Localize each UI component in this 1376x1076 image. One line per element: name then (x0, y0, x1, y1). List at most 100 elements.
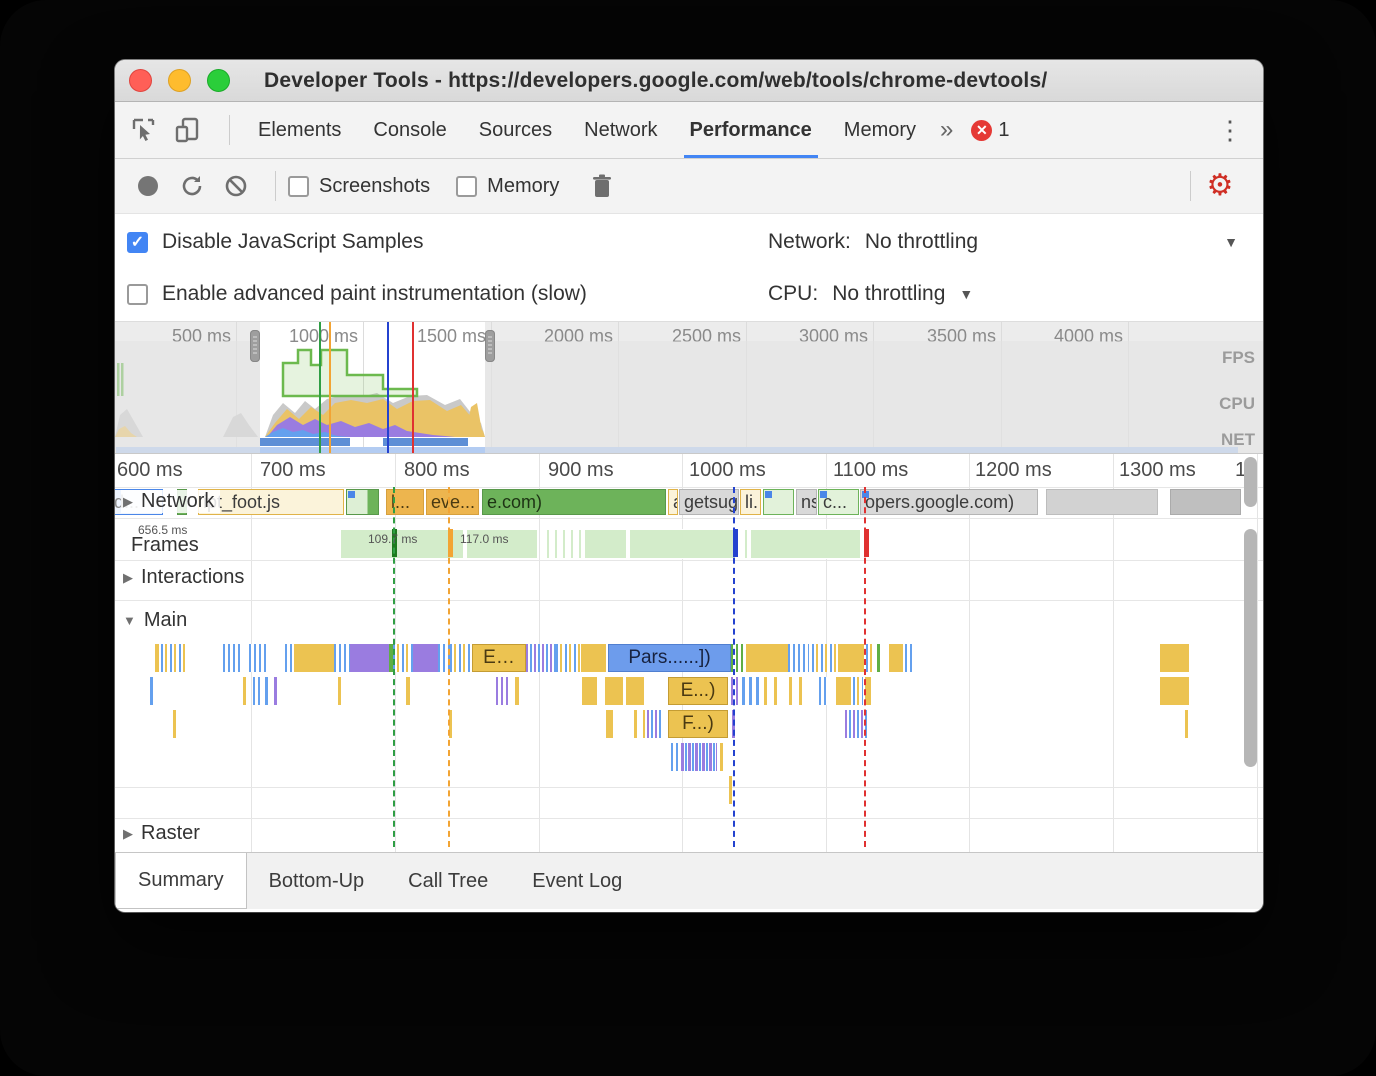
flame-segment[interactable]: Pars......]) (608, 644, 731, 672)
flame-segment[interactable] (838, 644, 864, 672)
tab-network[interactable]: Network (584, 118, 658, 141)
timeline-overview[interactable]: 500 ms 1000 ms 1500 ms 2000 ms 2500 ms 3000 m… (115, 321, 1263, 454)
flame-segment[interactable] (764, 677, 767, 705)
flame-segment[interactable] (729, 776, 732, 804)
flame-segment[interactable] (746, 644, 788, 672)
network-request[interactable]: ns (796, 489, 817, 515)
flame-segment[interactable] (406, 677, 410, 705)
frame-block[interactable] (629, 529, 736, 559)
flame-segment[interactable] (774, 677, 777, 705)
overview-left-handle[interactable] (250, 330, 260, 362)
flame-segment[interactable] (413, 644, 438, 672)
flame-segment[interactable] (526, 644, 556, 672)
expand-raster-icon[interactable]: ▶ (123, 825, 133, 841)
disable-js-samples-checkbox[interactable]: ✓ (127, 231, 148, 253)
memory-checkbox[interactable] (456, 175, 478, 197)
network-throttle-value[interactable]: No throttling (864, 230, 979, 253)
network-request[interactable] (1170, 489, 1241, 515)
flame-segment[interactable] (606, 710, 613, 738)
flame-segment[interactable] (265, 677, 268, 705)
flame-segment[interactable] (647, 710, 661, 738)
garbage-collect-icon[interactable] (585, 169, 619, 203)
expand-network-icon[interactable]: ▶ (123, 493, 133, 509)
flame-segment[interactable] (836, 677, 851, 705)
network-request[interactable]: eve... (426, 489, 479, 515)
zoom-window-button[interactable] (207, 69, 230, 92)
track-label-interactions[interactable]: ▶ Interactions (121, 566, 251, 589)
track-label-network[interactable]: ▶ Network (121, 490, 221, 513)
flame-segment[interactable] (634, 710, 637, 738)
flame-segment[interactable] (742, 677, 745, 705)
flame-segment[interactable] (450, 644, 472, 672)
collapse-main-icon[interactable]: ▼ (123, 613, 136, 628)
flame-segment[interactable]: E… (472, 644, 526, 672)
flame-segment[interactable] (1185, 710, 1188, 738)
flame-segment[interactable] (243, 677, 246, 705)
flame-segment[interactable] (789, 677, 792, 705)
minimize-window-button[interactable] (168, 69, 191, 92)
flame-segment[interactable] (173, 710, 176, 738)
network-request[interactable]: a (668, 489, 678, 515)
flame-segment[interactable] (581, 644, 606, 672)
flame-segment[interactable] (626, 677, 644, 705)
network-request[interactable]: l... (386, 489, 424, 515)
cpu-throttle-value[interactable]: No throttling (832, 282, 946, 305)
expand-interactions-icon[interactable]: ▶ (123, 569, 133, 585)
network-request[interactable] (763, 489, 794, 515)
more-tabs-chevron-icon[interactable]: » (940, 116, 954, 143)
device-toolbar-icon[interactable] (173, 115, 203, 145)
flame-segment[interactable]: E...) (668, 677, 728, 705)
flame-segment[interactable] (799, 677, 802, 705)
flame-segment[interactable] (350, 644, 389, 672)
tab-call-tree[interactable]: Call Tree (408, 869, 489, 892)
frame-block[interactable] (340, 529, 464, 559)
flame-segment[interactable] (845, 710, 867, 738)
record-button[interactable] (131, 169, 165, 203)
network-request[interactable] (346, 489, 379, 515)
cpu-throttle-dropdown-icon[interactable]: ▼ (959, 286, 974, 302)
vertical-scrollbar-thumb[interactable] (1244, 457, 1257, 507)
flame-segment[interactable] (285, 644, 294, 672)
frame-block[interactable] (554, 529, 558, 559)
track-label-main[interactable]: ▼ Main (121, 609, 194, 632)
flame-segment[interactable] (819, 677, 828, 705)
track-label-frames[interactable]: Frames (129, 534, 205, 557)
flame-segment[interactable] (274, 677, 277, 705)
flame-segment[interactable] (756, 677, 759, 705)
network-throttle-dropdown-icon[interactable]: ▼ (1224, 234, 1238, 250)
advanced-paint-checkbox[interactable] (127, 283, 148, 305)
timeline-detail[interactable]: 600 ms 700 ms 800 ms 900 ms 1000 ms 1100 ms 12… (115, 454, 1263, 852)
network-request[interactable]: li. (740, 489, 761, 515)
flame-segment[interactable] (556, 644, 580, 672)
flame-segment[interactable]: F...) (668, 710, 728, 738)
devtools-menu-icon[interactable]: ⋮ (1217, 114, 1243, 145)
flame-segment[interactable] (889, 644, 903, 672)
flame-segment[interactable] (338, 677, 341, 705)
flame-segment[interactable] (812, 644, 836, 672)
tab-console[interactable]: Console (373, 118, 447, 141)
tab-bottom-up[interactable]: Bottom-Up (268, 869, 365, 892)
flame-segment[interactable] (249, 644, 267, 672)
flame-segment[interactable] (671, 743, 678, 771)
capture-settings-gear-icon[interactable]: ⚙ (1203, 169, 1237, 203)
tab-performance[interactable]: Performance (674, 102, 828, 158)
vertical-scrollbar-thumb[interactable] (1244, 529, 1257, 767)
frame-block[interactable] (562, 529, 566, 559)
flame-segment[interactable] (720, 743, 723, 771)
flame-segment[interactable] (788, 644, 809, 672)
frame-block[interactable] (466, 529, 538, 559)
flame-segment[interactable] (749, 677, 752, 705)
flame-segment[interactable] (294, 644, 334, 672)
flame-segment[interactable] (334, 644, 350, 672)
flame-segment[interactable] (1160, 644, 1189, 672)
screenshots-checkbox[interactable] (288, 175, 309, 197)
flame-segment[interactable] (582, 677, 597, 705)
network-request[interactable] (1046, 489, 1158, 515)
flame-segment[interactable] (389, 644, 393, 672)
frame-block[interactable] (578, 529, 582, 559)
flame-segment[interactable] (865, 677, 871, 705)
reload-and-profile-button[interactable] (175, 169, 209, 203)
flame-segment[interactable] (496, 677, 511, 705)
flame-segment[interactable] (253, 677, 262, 705)
network-request[interactable]: e.com) (482, 489, 666, 515)
